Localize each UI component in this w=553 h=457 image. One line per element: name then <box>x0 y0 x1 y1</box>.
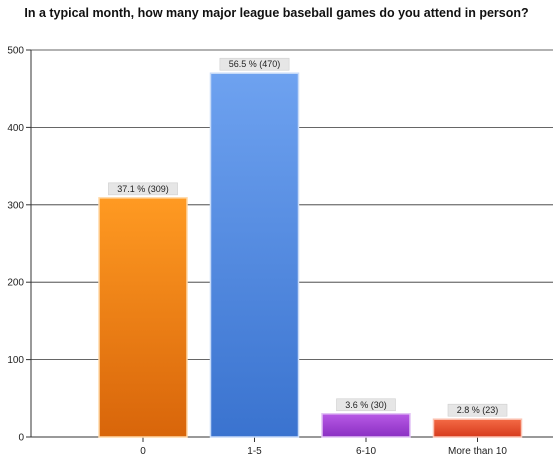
bar-more-than-10 <box>432 418 523 438</box>
y-tick-label: 100 <box>7 355 24 366</box>
bars <box>98 72 523 438</box>
bar-6-10 <box>321 413 411 438</box>
data-label: 2.8 % (23) <box>457 405 499 415</box>
bar-0 <box>98 197 188 438</box>
y-tick-label: 300 <box>7 200 24 211</box>
data-label-box <box>336 398 396 412</box>
x-tick-label: 1-5 <box>247 446 262 457</box>
x-tick-label: 0 <box>140 446 146 457</box>
y-tick-label: 200 <box>7 278 24 289</box>
y-tick-label: 500 <box>7 46 24 57</box>
labels: 0 100 200 300 400 500 0 37.1 % (309) 1-5 56.5 % (… <box>7 46 507 457</box>
data-label: 37.1 % (309) <box>117 184 169 194</box>
y-tick-label: 400 <box>7 123 24 134</box>
data-label: 56.5 % (470) <box>229 59 281 69</box>
x-tick-label: More than 10 <box>448 446 507 457</box>
data-label: 3.6 % (30) <box>345 400 387 410</box>
x-tick-label: 6-10 <box>356 446 376 457</box>
bar-1-5 <box>209 72 300 438</box>
data-label-box <box>108 182 178 196</box>
y-tick-label: 0 <box>18 433 24 444</box>
chart-title: In a typical month, how many major leagu… <box>24 6 529 20</box>
data-label-box <box>447 403 508 417</box>
data-label-box <box>219 57 290 71</box>
